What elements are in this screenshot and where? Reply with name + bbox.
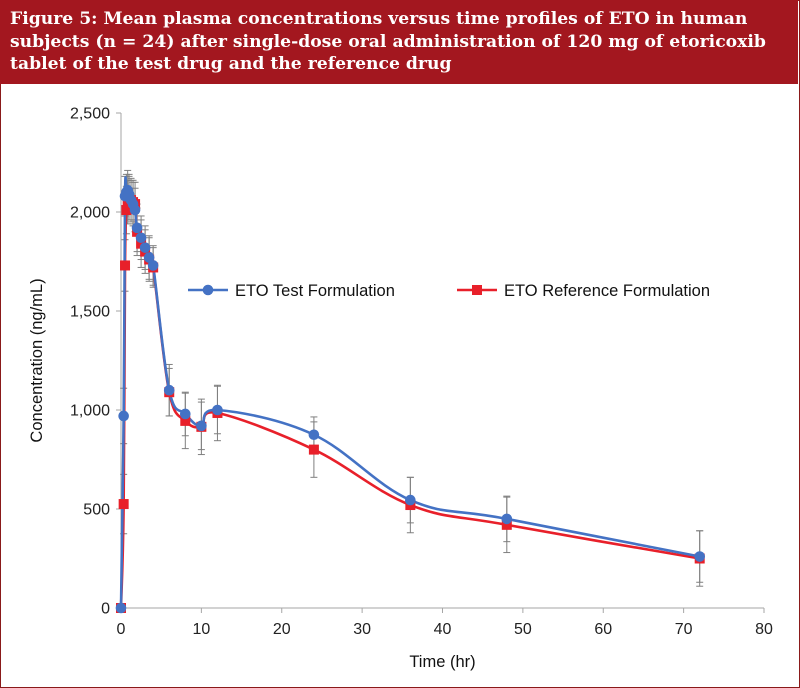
series-lines xyxy=(119,176,700,609)
chart-axes: 0 500 1,000 1,500 2,000 2,500 0 10 20 30 40 50 60 70 8… xyxy=(70,106,773,639)
reference-data-point xyxy=(136,238,147,249)
figure-header: Figure 5: Mean plasma concentrations ver… xyxy=(0,0,798,84)
y-tick-label: 500 xyxy=(83,502,110,519)
reference-data-point xyxy=(308,444,319,455)
y-tick-label: 2,000 xyxy=(70,205,110,222)
y-tick-label: 2,500 xyxy=(70,106,110,123)
test-data-point xyxy=(129,204,141,216)
test-data-point xyxy=(180,408,191,420)
x-tick-label: 80 xyxy=(755,621,773,638)
figure-caption: Figure 5: Mean plasma concentrations ver… xyxy=(10,8,792,76)
test-data-point xyxy=(147,260,159,271)
series-markers xyxy=(115,184,705,614)
reference-data-point xyxy=(120,260,131,271)
y-tick-label: 1,000 xyxy=(70,403,110,420)
x-tick-label: 50 xyxy=(514,621,532,638)
reference-data-point xyxy=(180,415,191,426)
legend-marker-square xyxy=(472,285,482,295)
x-tick-label: 20 xyxy=(273,621,291,638)
test-data-point xyxy=(163,384,175,396)
y-axis-title: Concentration (ng/mL) xyxy=(28,278,46,442)
legend-marker-circle xyxy=(202,284,214,296)
y-tick-label: 1,500 xyxy=(70,304,110,321)
figure-caption-text: Mean plasma concentrations versus time p… xyxy=(10,9,766,74)
test-data-point xyxy=(143,252,155,263)
x-tick-label: 10 xyxy=(192,621,210,638)
test-data-point xyxy=(118,410,129,422)
test-data-point xyxy=(135,232,147,244)
reference-series-line xyxy=(119,196,700,609)
reference-data-point xyxy=(121,205,132,216)
x-tick-label: 0 xyxy=(117,621,126,638)
test-data-point xyxy=(694,551,705,562)
x-tick-label: 70 xyxy=(675,621,693,638)
reference-data-point xyxy=(118,499,129,510)
reference-data-point xyxy=(501,519,512,530)
chart-legend: ETO Test Formulation ETO Reference Formul… xyxy=(188,282,710,300)
x-tick-label: 30 xyxy=(353,621,371,638)
y-tick-label: 0 xyxy=(101,601,110,618)
test-data-point xyxy=(131,222,143,234)
x-axis-title: Time (hr) xyxy=(409,653,475,671)
test-data-point xyxy=(308,429,320,441)
test-data-point xyxy=(115,602,127,614)
x-tick-label: 40 xyxy=(434,621,452,638)
error-bars xyxy=(120,169,704,587)
x-tick-label: 60 xyxy=(594,621,612,638)
legend-label-reference: ETO Reference Formulation xyxy=(504,282,710,300)
figure-label: Figure 5: xyxy=(10,9,98,29)
test-data-point xyxy=(405,494,416,506)
test-data-point xyxy=(212,404,223,416)
test-data-point xyxy=(501,513,513,525)
legend-label-test: ETO Test Formulation xyxy=(235,282,395,300)
test-data-point xyxy=(139,242,151,253)
test-data-point xyxy=(196,420,207,432)
